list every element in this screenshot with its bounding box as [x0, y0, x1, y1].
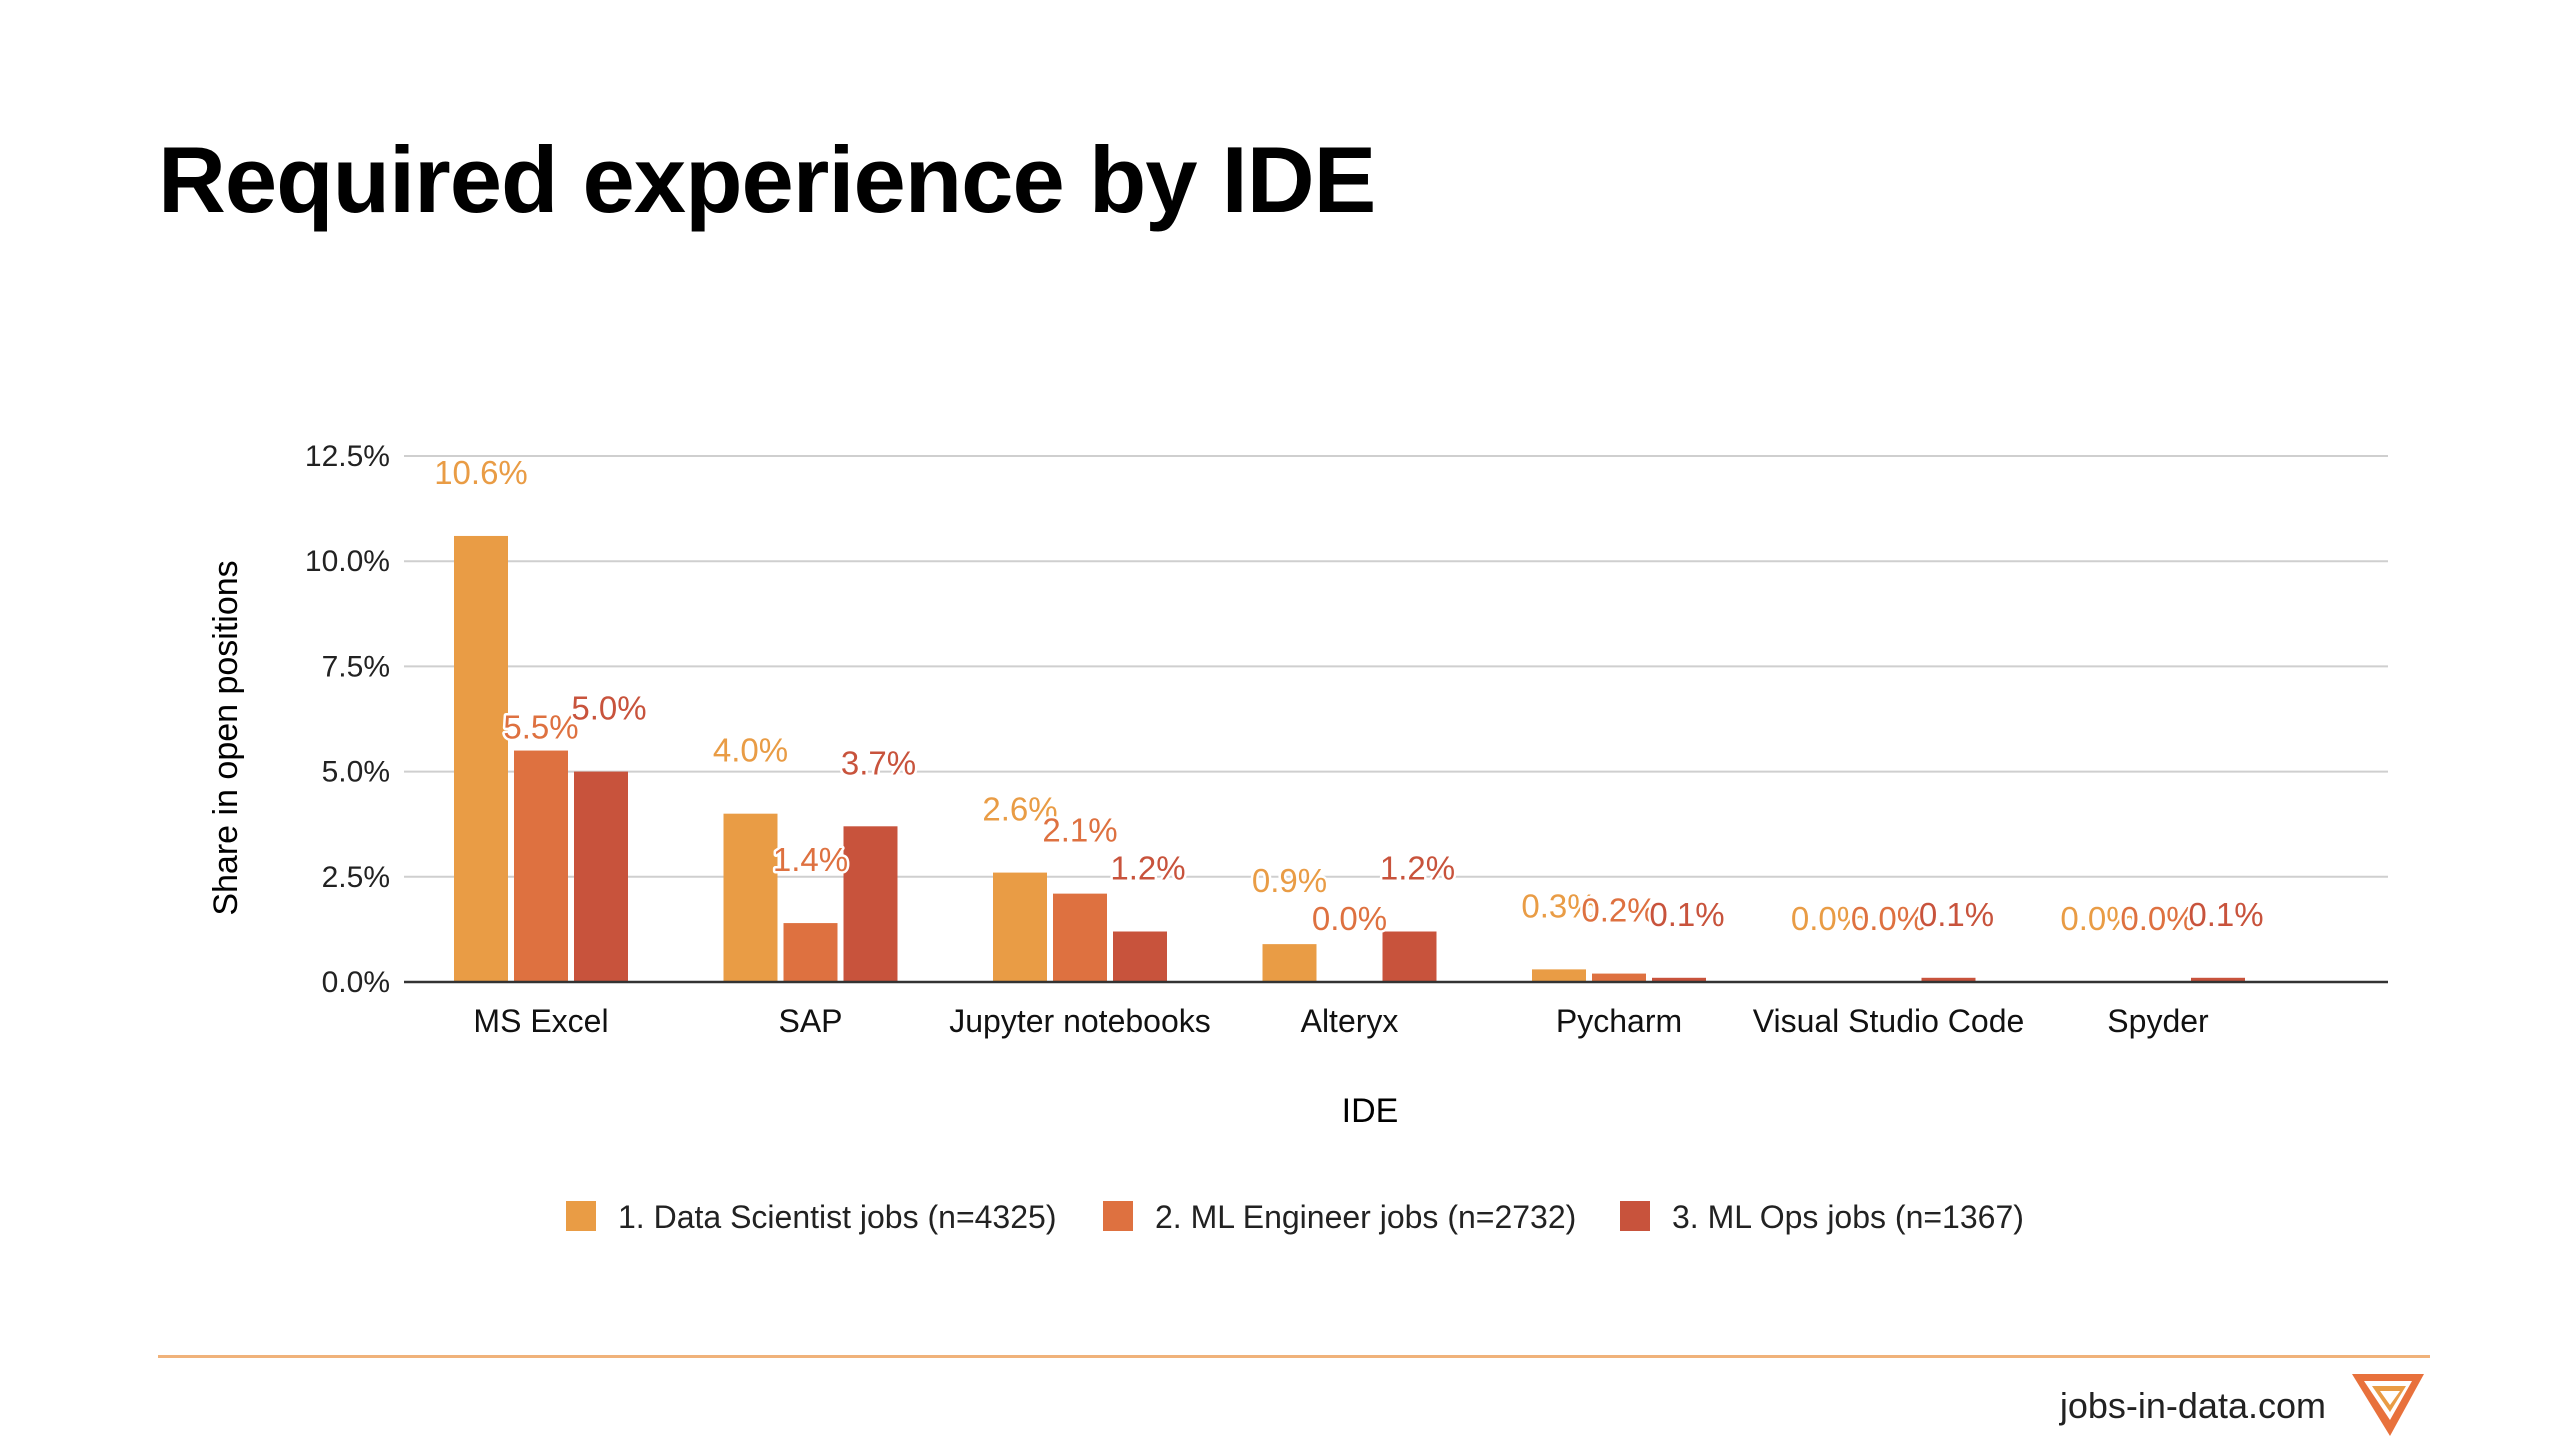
x-axis-title: IDE — [1342, 1092, 1399, 1130]
bar-pycharm-series-1 — [1532, 969, 1586, 982]
x-axis-categories: MS Excel SAP Jupyter notebooks Alteryx Pycha… — [473, 1003, 2209, 1039]
bar-sap-series-1 — [723, 813, 778, 982]
data-label: 0.1% — [1919, 896, 1994, 933]
data-label: 0.2% — [1581, 892, 1656, 929]
legend-swatch — [1103, 1201, 1133, 1231]
data-label: 0.9% — [1252, 862, 1327, 899]
footer-site-link[interactable]: jobs-in-data.com — [2059, 1385, 2326, 1426]
legend-item-series-1: 1. Data Scientist jobs (n=4325) — [566, 1199, 1056, 1235]
data-label: 1.2% — [1110, 850, 1185, 887]
bar-sap-series-3 — [843, 826, 898, 982]
legend-item-series-2: 2. ML Engineer jobs (n=2732) — [1103, 1199, 1576, 1235]
bar-visual-studio-code-series-3 — [1921, 977, 1976, 982]
jobs-in-data-logo-icon — [2352, 1374, 2424, 1436]
bar-jupyter-notebooks-series-2 — [1053, 893, 1107, 982]
bar-ms-excel-series-3 — [574, 771, 628, 982]
bar-alteryx-series-3 — [1382, 931, 1437, 982]
bar-ms-excel-series-2 — [514, 750, 568, 982]
data-label: 0.0% — [1312, 900, 1387, 937]
y-tick-label: 12.5% — [305, 440, 390, 473]
bar-jupyter-notebooks-series-1 — [993, 872, 1047, 982]
data-label: 1.2% — [1380, 850, 1455, 887]
x-category-label: MS Excel — [473, 1003, 608, 1039]
bar-sap-series-2 — [783, 923, 838, 982]
y-axis-title: Share in open positions — [207, 560, 245, 915]
data-label: 0.0% — [2120, 900, 2195, 937]
data-label: 4.0% — [713, 732, 788, 769]
data-label: 0.1% — [2188, 896, 2263, 933]
x-category-label: Jupyter notebooks — [949, 1003, 1211, 1039]
page-title: Required experience by IDE — [158, 127, 1376, 232]
data-label: 5.5% — [503, 709, 578, 746]
data-label: 0.0% — [1791, 900, 1866, 937]
data-label: 0.0% — [1851, 900, 1926, 937]
legend-swatch — [1620, 1201, 1650, 1231]
data-labels: 10.6%5.5%5.0%4.0%1.4%3.7%2.6%2.1%1.2% 0.9… — [432, 451, 2266, 939]
bar-pycharm-series-2 — [1592, 973, 1646, 982]
data-label: 0.1% — [1649, 896, 1724, 933]
x-category-label: SAP — [778, 1003, 842, 1039]
data-label: 0.3% — [1521, 887, 1596, 924]
legend-swatch — [566, 1201, 596, 1231]
y-tick-label: 10.0% — [305, 545, 390, 578]
data-label: 0.0% — [2060, 900, 2135, 937]
legend-label: 2. ML Engineer jobs (n=2732) — [1155, 1199, 1576, 1235]
y-tick-label: 0.0% — [322, 966, 390, 999]
bar-alteryx-series-1 — [1262, 944, 1317, 982]
data-label: 2.6% — [982, 791, 1057, 828]
y-tick-label: 2.5% — [322, 861, 390, 894]
data-label: 5.0% — [571, 690, 646, 727]
y-tick-label: 5.0% — [322, 756, 390, 789]
x-category-label: Pycharm — [1556, 1003, 1682, 1039]
legend-label: 1. Data Scientist jobs (n=4325) — [618, 1199, 1056, 1235]
footer-divider — [158, 1355, 2430, 1358]
y-axis-ticks: 0.0% 2.5% 5.0% 7.5% 10.0% 12.5% — [305, 440, 390, 999]
data-label: 10.6% — [434, 454, 528, 491]
bar-pycharm-series-3 — [1652, 977, 1706, 982]
bar-jupyter-notebooks-series-3 — [1113, 931, 1167, 982]
grid-lines — [404, 455, 2388, 878]
legend: 1. Data Scientist jobs (n=4325) 2. ML Eng… — [566, 1199, 2024, 1235]
data-label: 3.7% — [841, 744, 916, 781]
bar-ms-excel-series-1 — [454, 535, 508, 982]
bars — [454, 535, 2245, 982]
x-category-label: Spyder — [2107, 1003, 2209, 1039]
legend-item-series-3: 3. ML Ops jobs (n=1367) — [1620, 1199, 2024, 1235]
data-label: 2.1% — [1042, 812, 1117, 849]
x-category-label: Visual Studio Code — [1753, 1003, 2025, 1039]
x-category-label: Alteryx — [1301, 1003, 1399, 1039]
y-tick-label: 7.5% — [322, 650, 390, 683]
bar-spyder-series-3 — [2191, 977, 2245, 982]
legend-label: 3. ML Ops jobs (n=1367) — [1672, 1199, 2024, 1235]
data-label: 1.4% — [773, 841, 848, 878]
